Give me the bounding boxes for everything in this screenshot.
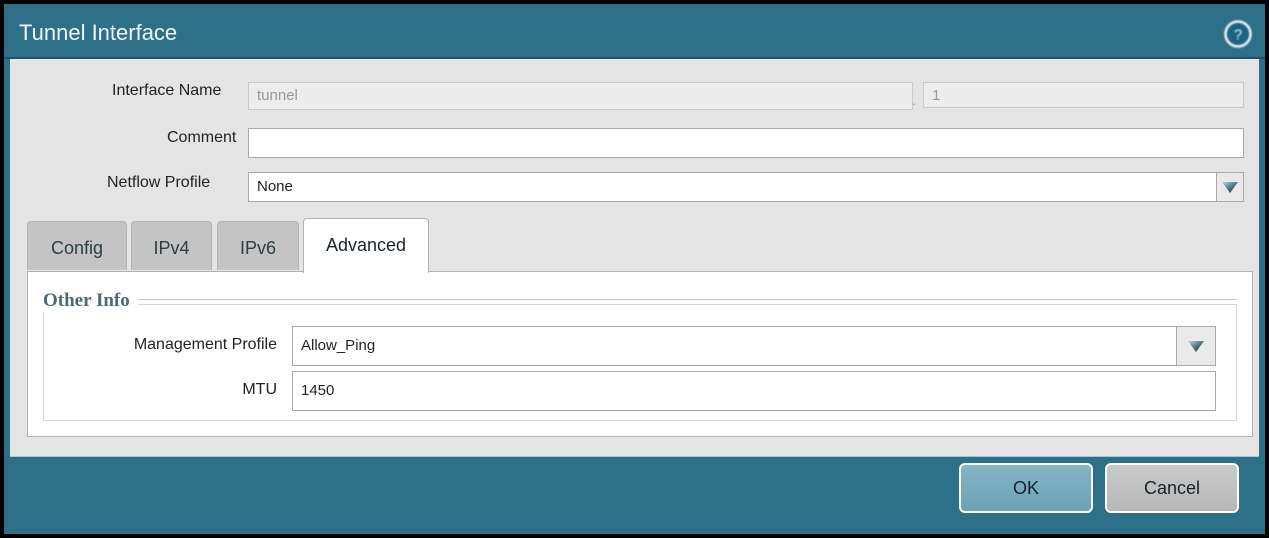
svg-text:?: ? bbox=[1234, 27, 1242, 43]
